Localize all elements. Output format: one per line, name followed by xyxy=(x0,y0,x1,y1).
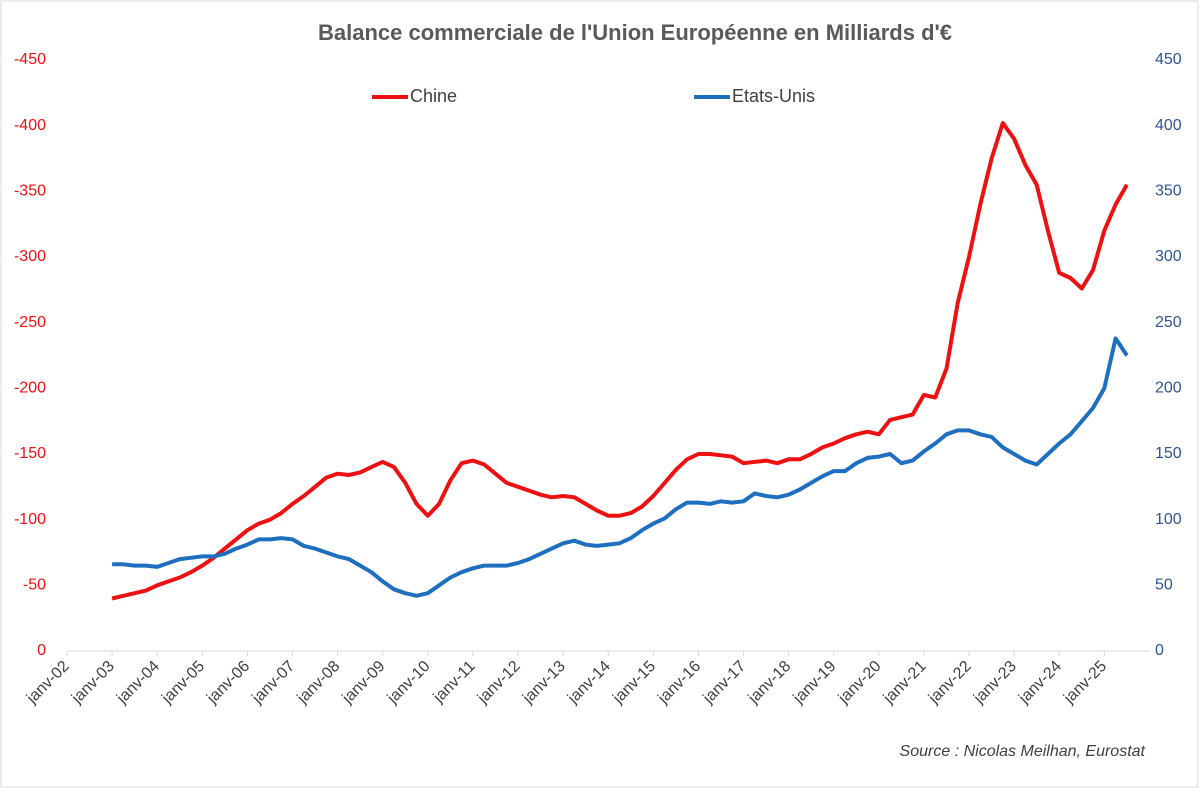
y2-tick-label: 450 xyxy=(1155,51,1182,68)
y-tick-label: 0 xyxy=(37,642,46,659)
y2-tick-label: 100 xyxy=(1155,511,1182,528)
y2-tick-label: 250 xyxy=(1155,314,1182,331)
y2-tick-label: 350 xyxy=(1155,183,1182,200)
y2-tick-label: 300 xyxy=(1155,248,1182,265)
line-series xyxy=(111,121,1129,601)
y2-tick-label: 150 xyxy=(1155,445,1182,462)
y-tick-label: -50 xyxy=(23,577,46,594)
y-tick-label: -250 xyxy=(14,314,46,331)
source: Source : Nicolas Meilhan, Eurostat xyxy=(900,743,1146,760)
chart-title: Balance commerciale de l'Union Européenn… xyxy=(318,20,952,45)
line-series xyxy=(112,336,1129,598)
y-tick-label: -150 xyxy=(14,445,46,462)
y-tick-label: -300 xyxy=(14,248,46,265)
y-tick-label: -450 xyxy=(14,51,46,68)
y2-tick-label: 200 xyxy=(1155,380,1182,397)
y2-tick-label: 0 xyxy=(1155,642,1164,659)
y2-tick-label: 400 xyxy=(1155,117,1182,134)
y-tick-label: -100 xyxy=(14,511,46,528)
legend-label: Chine xyxy=(410,86,457,106)
y-tick-label: -400 xyxy=(14,117,46,134)
y2-tick-label: 50 xyxy=(1155,577,1173,594)
y-tick-label: -200 xyxy=(14,380,46,397)
y-tick-label: -350 xyxy=(14,183,46,200)
legend-label: Etats-Unis xyxy=(732,86,815,106)
